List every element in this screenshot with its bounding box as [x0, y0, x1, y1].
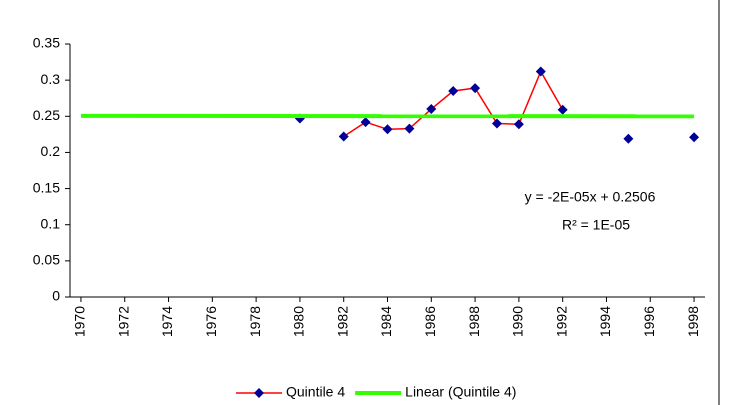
x-tick-label: 1990 [510, 306, 526, 337]
legend-label: Linear (Quintile 4) [405, 384, 516, 400]
x-tick-label: 1980 [291, 306, 307, 337]
y-tick-label: 0.25 [33, 107, 60, 123]
y-tick-label: 0.15 [33, 179, 60, 195]
x-tick-label: 1998 [685, 306, 701, 337]
x-tick-label: 1982 [334, 306, 350, 337]
x-tick-label: 1994 [597, 306, 613, 337]
marker [513, 119, 524, 130]
y-tick-label: 0.2 [41, 143, 61, 159]
x-tick-label: 1986 [422, 306, 438, 337]
x-tick-label: 1974 [159, 306, 175, 337]
marker [535, 66, 546, 77]
x-tick-label: 1972 [115, 306, 131, 337]
legend-label: Quintile 4 [286, 384, 345, 400]
marker [623, 133, 634, 144]
marker [689, 132, 700, 143]
marker [448, 85, 459, 96]
y-tick-label: 0.35 [33, 35, 60, 51]
marker [404, 123, 415, 134]
marker [338, 131, 349, 142]
x-tick-label: 1984 [378, 306, 394, 337]
y-tick-label: 0.3 [41, 71, 61, 87]
marker [382, 124, 393, 135]
trendline-r-squared: R² = 1E-05 [562, 217, 630, 233]
y-tick-label: 0 [52, 288, 60, 304]
x-tick-label: 1996 [641, 306, 657, 337]
marker [557, 104, 568, 115]
trendline-equation: y = -2E-05x + 0.2506 [525, 189, 656, 205]
marker [360, 117, 371, 128]
x-tick-label: 1976 [203, 306, 219, 337]
x-tick-label: 1970 [72, 306, 88, 337]
y-tick-label: 0.05 [33, 252, 60, 268]
marker [426, 104, 437, 115]
x-tick-label: 1978 [247, 306, 263, 337]
marker [491, 118, 502, 129]
y-tick-label: 0.1 [41, 215, 61, 231]
x-tick-label: 1988 [466, 306, 482, 337]
marker [470, 83, 481, 94]
legend-marker [254, 388, 264, 398]
x-tick-label: 1992 [553, 306, 569, 337]
